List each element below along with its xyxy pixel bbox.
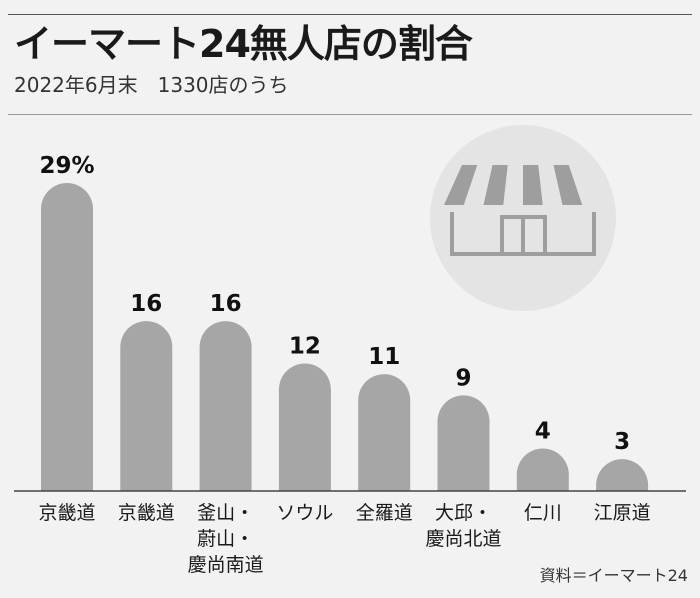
header-divider (8, 114, 692, 115)
category-label: 江原道 (594, 502, 651, 524)
category-label: 京畿道 (118, 502, 175, 524)
bar (41, 183, 93, 491)
bar (120, 321, 173, 491)
bar (199, 321, 252, 491)
store-icon-awning-stripe (553, 165, 583, 205)
category-label: 京畿道 (38, 502, 95, 524)
bars-layer (41, 183, 649, 491)
store-icon-door (500, 215, 547, 254)
source-note: 資料＝イーマート24 (539, 566, 688, 585)
store-icon-awning-stripe (444, 165, 478, 205)
bar (278, 363, 331, 491)
chart-title: イーマート24無人店の割合 (14, 22, 473, 66)
bar-value-label: 12 (289, 334, 321, 360)
category-label: 仁川 (524, 502, 562, 524)
bar (516, 448, 569, 491)
category-label: 釜山・ (197, 502, 254, 524)
category-label: 全羅道 (356, 502, 413, 524)
bar (358, 374, 411, 491)
store-icon-awning-stripe (483, 165, 508, 205)
bar-value-label: 4 (535, 419, 551, 445)
top-rule (8, 14, 692, 15)
store-icon-awning (444, 165, 583, 205)
bar-value-label: 29% (39, 153, 94, 179)
bar (437, 395, 490, 491)
bar-value-label: 9 (455, 365, 471, 391)
category-label: ソウル (276, 502, 333, 524)
category-label: 慶尚北道 (425, 528, 501, 550)
category-label: 大邱・ (435, 502, 492, 524)
category-label: 蔚山・ (197, 528, 254, 550)
store-icon-awning-stripe (523, 165, 543, 205)
bar-value-label: 3 (614, 429, 630, 455)
chart-subtitle: 2022年6月末 1330店のうち (14, 73, 289, 97)
bar-value-label: 16 (210, 291, 242, 317)
store-icon (430, 125, 616, 311)
bar-value-label: 11 (368, 344, 400, 370)
bar-value-label: 16 (130, 291, 162, 317)
category-label: 慶尚南道 (188, 554, 264, 576)
value-labels-layer: 29% 16 16 12 11 9 4 3 (39, 153, 630, 455)
bar (596, 459, 649, 491)
